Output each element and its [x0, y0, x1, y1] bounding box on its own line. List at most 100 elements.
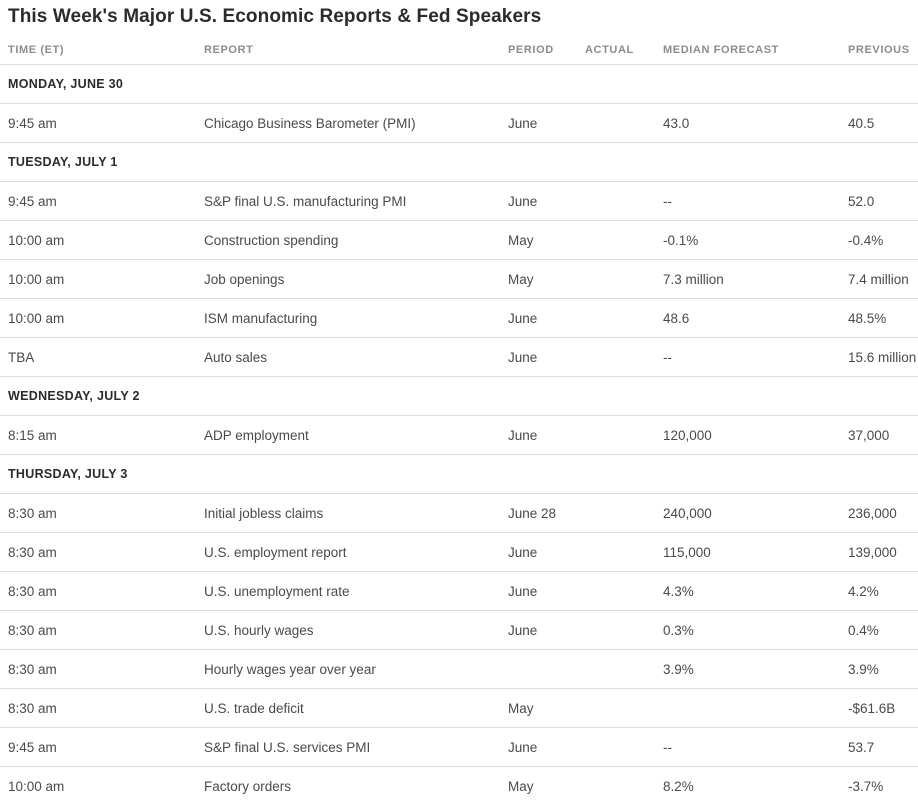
cell-period: June: [508, 193, 538, 209]
cell-previous: 7.4 million: [848, 271, 909, 287]
cell-time: 9:45 am: [8, 739, 57, 755]
day-header-label: TUESDAY, JULY 1: [8, 155, 118, 169]
day-header-row: MONDAY, JUNE 30: [0, 65, 918, 104]
column-header-period: PERIOD: [508, 44, 554, 56]
cell-report: ADP employment: [204, 427, 309, 443]
table-row: 8:30 am U.S. trade deficit May -$61.6B: [0, 689, 918, 728]
cell-previous: 3.9%: [848, 661, 879, 677]
economic-reports-table: TIME (ET) REPORT PERIOD ACTUAL MEDIAN FO…: [0, 36, 918, 800]
cell-median_forecast: 0.3%: [663, 622, 694, 638]
cell-median_forecast: --: [663, 349, 672, 365]
cell-time: 8:15 am: [8, 427, 57, 443]
cell-period: May: [508, 271, 534, 287]
cell-report: Construction spending: [204, 232, 339, 248]
cell-time: 8:30 am: [8, 544, 57, 560]
table-row: 8:15 am ADP employment June 120,000 37,000: [0, 416, 918, 455]
cell-median_forecast: 3.9%: [663, 661, 694, 677]
cell-period: June: [508, 427, 538, 443]
cell-time: 10:00 am: [8, 778, 65, 794]
day-header-row: WEDNESDAY, JULY 2: [0, 377, 918, 416]
cell-previous: -3.7%: [848, 778, 884, 794]
cell-report: Chicago Business Barometer (PMI): [204, 115, 416, 131]
table-row: TBA Auto sales June -- 15.6 million: [0, 338, 918, 377]
column-header-report: REPORT: [204, 44, 254, 56]
cell-period: June: [508, 544, 538, 560]
cell-median_forecast: 7.3 million: [663, 271, 724, 287]
cell-time: 10:00 am: [8, 271, 65, 287]
cell-median_forecast: 240,000: [663, 505, 712, 521]
table-row: 8:30 am U.S. employment report June 115,000…: [0, 533, 918, 572]
cell-previous: 53.7: [848, 739, 875, 755]
cell-previous: 40.5: [848, 115, 875, 131]
cell-time: 9:45 am: [8, 115, 57, 131]
table-row: 9:45 am S&P final U.S. services PMI June --…: [0, 728, 918, 767]
cell-period: June: [508, 739, 538, 755]
cell-median_forecast: 8.2%: [663, 778, 694, 794]
cell-time: 10:00 am: [8, 310, 65, 326]
cell-previous: 48.5%: [848, 310, 887, 326]
cell-report: S&P final U.S. services PMI: [204, 739, 371, 755]
cell-median_forecast: --: [663, 739, 672, 755]
cell-previous: 52.0: [848, 193, 875, 209]
table-row: 8:30 am U.S. unemployment rate June 4.3% 4.2…: [0, 572, 918, 611]
cell-period: June: [508, 349, 538, 365]
cell-period: June: [508, 115, 538, 131]
cell-previous: -0.4%: [848, 232, 884, 248]
day-header-row: TUESDAY, JULY 1: [0, 143, 918, 182]
table-row: 8:30 am U.S. hourly wages June 0.3% 0.4%: [0, 611, 918, 650]
cell-time: 8:30 am: [8, 583, 57, 599]
table-header-row: TIME (ET) REPORT PERIOD ACTUAL MEDIAN FO…: [0, 36, 918, 65]
cell-previous: 139,000: [848, 544, 897, 560]
cell-median_forecast: 43.0: [663, 115, 690, 131]
column-header-previous: PREVIOUS: [848, 44, 910, 56]
table-body: MONDAY, JUNE 30 9:45 am Chicago Business B…: [0, 65, 918, 800]
cell-previous: 37,000: [848, 427, 890, 443]
cell-time: 9:45 am: [8, 193, 57, 209]
cell-period: June: [508, 583, 538, 599]
cell-period: May: [508, 700, 534, 716]
page-title: This Week's Major U.S. Economic Reports …: [8, 6, 542, 27]
cell-previous: -$61.6B: [848, 700, 896, 716]
table-row: 9:45 am S&P final U.S. manufacturing PMI J…: [0, 182, 918, 221]
table-row: 8:30 am Initial jobless claims June 28 240,…: [0, 494, 918, 533]
day-header-row: THURSDAY, JULY 3: [0, 455, 918, 494]
day-header-label: MONDAY, JUNE 30: [8, 77, 124, 91]
cell-time: 8:30 am: [8, 622, 57, 638]
table-row: 10:00 am Factory orders May 8.2% -3.7%: [0, 767, 918, 800]
cell-report: Hourly wages year over year: [204, 661, 376, 677]
column-header-median-forecast: MEDIAN FORECAST: [663, 44, 779, 56]
cell-previous: 236,000: [848, 505, 897, 521]
day-header-label: THURSDAY, JULY 3: [8, 467, 128, 481]
cell-median_forecast: 48.6: [663, 310, 690, 326]
cell-previous: 4.2%: [848, 583, 879, 599]
table-row: 10:00 am Construction spending May -0.1% -0.…: [0, 221, 918, 260]
cell-report: ISM manufacturing: [204, 310, 318, 326]
cell-period: June: [508, 310, 538, 326]
cell-report: Auto sales: [204, 349, 268, 365]
cell-time: 8:30 am: [8, 505, 57, 521]
table-row: 9:45 am Chicago Business Barometer (PMI) J…: [0, 104, 918, 143]
cell-median_forecast: 4.3%: [663, 583, 694, 599]
cell-time: 10:00 am: [8, 232, 65, 248]
cell-report: Job openings: [204, 271, 285, 287]
cell-time: TBA: [8, 349, 35, 365]
cell-median_forecast: 120,000: [663, 427, 712, 443]
cell-report: U.S. employment report: [204, 544, 347, 560]
cell-median_forecast: -0.1%: [663, 232, 699, 248]
column-header-actual: ACTUAL: [585, 44, 634, 56]
column-header-time: TIME (ET): [8, 44, 65, 56]
cell-period: May: [508, 778, 534, 794]
cell-median_forecast: 115,000: [663, 544, 711, 560]
cell-time: 8:30 am: [8, 700, 57, 716]
table-row: 8:30 am Hourly wages year over year 3.9% 3.…: [0, 650, 918, 689]
cell-time: 8:30 am: [8, 661, 57, 677]
cell-report: Initial jobless claims: [204, 505, 324, 521]
cell-period: June: [508, 622, 538, 638]
cell-report: U.S. hourly wages: [204, 622, 314, 638]
cell-report: S&P final U.S. manufacturing PMI: [204, 193, 407, 209]
cell-report: U.S. trade deficit: [204, 700, 304, 716]
cell-median_forecast: --: [663, 193, 672, 209]
table-row: 10:00 am Job openings May 7.3 million 7.4 mi…: [0, 260, 918, 299]
cell-period: May: [508, 232, 534, 248]
